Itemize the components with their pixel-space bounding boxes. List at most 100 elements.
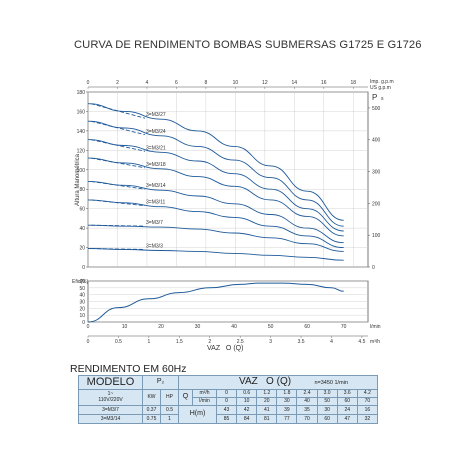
curve-label: 3=M3/18 — [146, 162, 166, 168]
table-row: 3=M3/7 0.37 0.5 H(m) 43 42 41 39 35 30 2… — [78, 404, 379, 425]
hp-cell: 0.5 — [159, 404, 180, 415]
curve-label: 3=M3/27 — [146, 112, 166, 118]
q-lmin-cell: 60 — [336, 396, 358, 406]
h-cell: 43 — [216, 404, 238, 415]
curve-label: 3=M3/21 — [146, 145, 166, 151]
q-lmin-cell: 30 — [276, 396, 298, 406]
model-cell: 3=M3/7 — [78, 404, 143, 415]
q-lmin-cell: 50 — [316, 396, 338, 406]
h-cell: 81 — [256, 413, 278, 425]
eff-tick-label: 10 — [79, 313, 85, 319]
efficiency-grid — [88, 280, 368, 323]
y-tick-label: 100 — [77, 168, 86, 174]
model-cell: 3=M3/14 — [78, 413, 143, 425]
right-tick-label: 400 — [372, 138, 381, 144]
head-curves — [87, 103, 344, 261]
q-m3h-cell: 0 — [216, 388, 238, 398]
head-chart-frame — [87, 91, 369, 268]
table-header-row: MODELO P₂ VAZ O (Q) n=3450 1/min — [78, 375, 378, 390]
right-tick-label: 0 — [372, 265, 375, 271]
m3h-tick-label: 4 — [330, 339, 333, 345]
h-cell: 39 — [276, 404, 298, 415]
top-axis-tick-label: 2 — [116, 80, 119, 86]
right-tick-label: 500 — [372, 106, 381, 112]
head-curve-dashed — [90, 103, 146, 119]
lmin-tick-label: 30 — [195, 324, 201, 330]
lmin-tick-label: 70 — [341, 324, 347, 330]
hp-header: HP — [159, 388, 180, 406]
m3h-unit-label: m³/h — [370, 339, 380, 345]
modelo-header: MODELO — [78, 375, 143, 390]
h-cell: 84 — [236, 413, 258, 425]
top-axis-unit: Imp. g.p.m — [370, 79, 394, 85]
m3h-tick-label: 0.5 — [115, 339, 122, 345]
voltage-cell: 1~ 110V/220V — [78, 388, 143, 406]
kw-cell: 0.75 — [142, 413, 161, 425]
top-axis-tick-label: 4 — [146, 80, 149, 86]
curve-label: 3=M3/14 — [146, 183, 166, 189]
kw-cell: 0.37 — [142, 404, 161, 415]
vazao-header-cell: VAZ O (Q) n=3450 1/min — [178, 375, 378, 390]
y-tick-label: 20 — [79, 246, 85, 252]
bottom-axis-lmin: 0 10 20 30 40 50 60 70 l/min — [87, 324, 381, 330]
m3h-tick-label: 3 — [269, 339, 272, 345]
lmin-unit-label: l/min — [370, 324, 381, 330]
table-row: 3=M3/14 0.75 1 85 84 81 77 70 60 47 32 — [78, 413, 379, 425]
h-cell: 47 — [336, 413, 358, 425]
y-axis-label: Altura Manométrica — [75, 153, 81, 206]
top-axis-tick-label: 18 — [350, 80, 356, 86]
table-q-row-m3h: 1~ 110V/220V KW HP Q m³/h 0 0.6 1.2 1.8 … — [78, 388, 379, 406]
y-tick-label: 60 — [79, 207, 85, 213]
chart-title: CURVA DE RENDIMENTO BOMBAS SUBMERSAS G17… — [74, 39, 422, 51]
h-cell: 32 — [356, 413, 379, 425]
top-axis-tick-label: 10 — [233, 80, 239, 86]
m3h-tick-label: 2.5 — [237, 339, 244, 345]
head-curve — [87, 157, 344, 237]
lmin-tick-label: 50 — [268, 324, 274, 330]
h-header: H(m) — [178, 404, 218, 425]
q-lmin-cell: 0 — [216, 396, 238, 406]
right-tick-label: 100 — [372, 233, 381, 239]
lmin-tick-label: 20 — [158, 324, 164, 330]
m3h-tick-label: 2 — [208, 339, 211, 345]
efficiency-line — [87, 282, 344, 323]
eff-tick-label: 50 — [79, 286, 85, 292]
top-axis-tick-label: 16 — [321, 80, 327, 86]
rpm-label: n=3450 1/min — [314, 379, 348, 386]
p2-header: P₂ — [141, 375, 180, 390]
y-tick-label: 0 — [82, 265, 85, 271]
curve-label: 3=M3/3 — [146, 243, 163, 249]
performance-table: MODELO P₂ VAZ O (Q) n=3450 1/min 1~ 110V… — [78, 375, 379, 425]
q-header: Q — [178, 388, 194, 406]
y-tick-label: 120 — [77, 148, 86, 154]
top-axis-unit: US g.p.m — [370, 85, 391, 91]
q-m3h-cell: 3.6 — [336, 388, 358, 398]
efficiency-curve — [87, 282, 344, 323]
head-curve — [87, 120, 344, 227]
head-curve-dashed — [90, 157, 146, 169]
q-lmin-cell: 20 — [256, 396, 278, 406]
eff-tick-label: 60 — [79, 279, 85, 285]
head-curve-dashed — [90, 180, 146, 190]
m3h-tick-label: 1.5 — [176, 339, 183, 345]
y-axis-ticks: 0 20 40 60 80 100 120 140 160 180 — [77, 90, 88, 271]
h-cell: 42 — [236, 404, 258, 415]
vazao-header: VAZ O (Q) — [239, 375, 292, 387]
head-curve-dashed — [90, 199, 146, 207]
y-tick-label: 80 — [79, 187, 85, 193]
curve-labels: 3=M3/27 3=M3/24 3=M3/21 3=M3/18 3=M3/14 3=M3/… — [146, 112, 166, 249]
m3h-tick-label: 4.5 — [358, 339, 365, 345]
q-lmin-cell: 10 — [236, 396, 258, 406]
head-curve-dashed — [90, 224, 146, 227]
lmin-tick-label: 0 — [87, 324, 90, 330]
q-m3h-cell: 3.0 — [316, 388, 338, 398]
h-cell: 60 — [316, 413, 338, 425]
x-axis-label: VAZ O (Q) — [207, 345, 243, 352]
head-curve-dashed — [90, 139, 146, 152]
q-m3h-cell: 0.6 — [236, 388, 258, 398]
m3h-tick-label: 0 — [87, 339, 90, 345]
head-curve — [87, 103, 344, 221]
right-axis-ticks: 0 100 200 300 400 500 — [368, 106, 381, 271]
lmin-tick-label: 60 — [304, 324, 310, 330]
